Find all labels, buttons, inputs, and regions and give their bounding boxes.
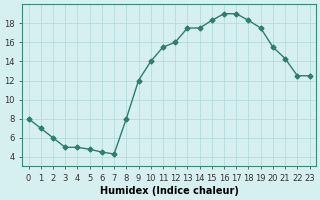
X-axis label: Humidex (Indice chaleur): Humidex (Indice chaleur) (100, 186, 238, 196)
